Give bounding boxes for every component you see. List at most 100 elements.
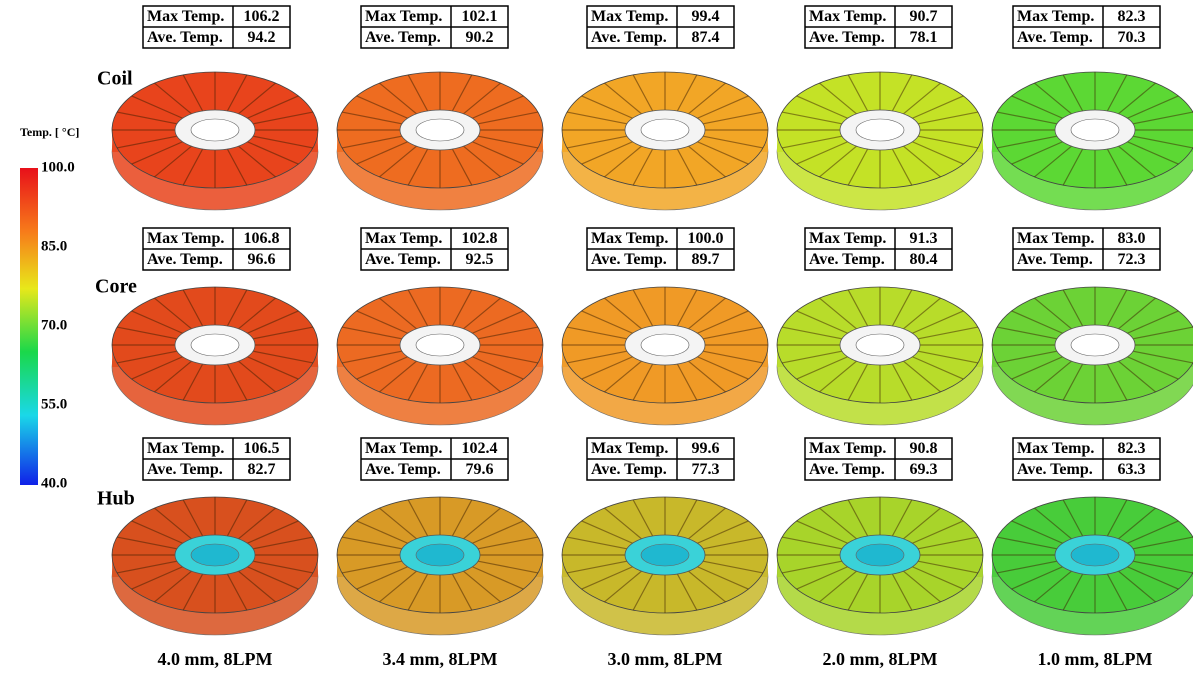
ave-temp-value: 92.5 [466, 251, 494, 268]
max-temp-value: 82.3 [1118, 8, 1146, 25]
render-part [154, 145, 192, 178]
render-part [903, 507, 941, 540]
render-part [238, 570, 276, 603]
render-part [238, 82, 276, 115]
render-part [1011, 95, 1063, 119]
colorbar-tick: 85.0 [41, 238, 67, 254]
max-temp-value: 90.7 [910, 8, 938, 25]
render-part [781, 326, 843, 340]
render-part [356, 520, 408, 544]
render-part [912, 310, 964, 334]
render-part [131, 356, 183, 380]
render-part [891, 363, 913, 401]
render-part [226, 573, 248, 611]
render-part [1118, 570, 1156, 603]
render-part [819, 360, 857, 393]
render-part [154, 360, 192, 393]
render-part [632, 363, 654, 401]
render-part [154, 82, 192, 115]
render-part [238, 507, 276, 540]
ave-temp-value: 72.3 [1118, 251, 1146, 268]
max-temp-value: 91.3 [910, 230, 938, 247]
render-part [1034, 145, 1072, 178]
render-part [903, 570, 941, 603]
render-part [1070, 333, 1120, 357]
render-part [407, 573, 429, 611]
render-part [1127, 310, 1179, 334]
render-part [632, 499, 654, 537]
render-part [1106, 573, 1128, 611]
render-part [154, 570, 192, 603]
render-part [676, 363, 698, 401]
render-part [1118, 82, 1156, 115]
render-part [566, 135, 628, 149]
max-temp-label: Max Temp. [591, 8, 668, 25]
render-part [702, 350, 764, 364]
max-temp-value: 83.0 [1118, 230, 1146, 247]
render-part [819, 507, 857, 540]
render-part [912, 520, 964, 544]
max-temp-label: Max Temp. [1017, 230, 1094, 247]
ave-temp-value: 80.4 [910, 251, 938, 268]
simulation-render [991, 496, 1193, 636]
render-part [1011, 141, 1063, 165]
render-part [847, 363, 869, 401]
max-temp-value: 99.4 [692, 8, 720, 25]
render-part [819, 82, 857, 115]
render-part [182, 573, 204, 611]
render-part [1106, 499, 1128, 537]
render-part [632, 74, 654, 112]
render-part [1132, 536, 1193, 550]
render-part [903, 82, 941, 115]
render-part [131, 141, 183, 165]
render-part [1062, 74, 1084, 112]
render-part [226, 148, 248, 186]
render-part [451, 148, 473, 186]
render-part [855, 333, 905, 357]
max-temp-label: Max Temp. [1017, 8, 1094, 25]
render-part [847, 74, 869, 112]
render-part [463, 297, 501, 330]
ave-temp-value: 96.6 [248, 251, 276, 268]
render-part [463, 507, 501, 540]
render-part [676, 74, 698, 112]
max-temp-value: 102.8 [462, 230, 498, 247]
render-part [1132, 350, 1193, 364]
ave-temp-label: Ave. Temp. [809, 251, 885, 268]
render-part [341, 135, 403, 149]
render-part [781, 350, 843, 364]
render-part [581, 520, 633, 544]
render-part [463, 145, 501, 178]
render-part [238, 360, 276, 393]
render-part [996, 560, 1058, 574]
ave-temp-value: 69.3 [910, 461, 938, 478]
render-part [996, 111, 1058, 125]
render-part [1034, 507, 1072, 540]
render-part [1132, 560, 1193, 574]
ave-temp-label: Ave. Temp. [365, 251, 441, 268]
render-part [477, 111, 539, 125]
render-part [451, 573, 473, 611]
render-part [912, 141, 964, 165]
max-temp-value: 90.8 [910, 440, 938, 457]
render-part [581, 356, 633, 380]
render-part [247, 566, 299, 590]
render-part [566, 560, 628, 574]
render-part [247, 141, 299, 165]
ave-temp-label: Ave. Temp. [147, 461, 223, 478]
render-part [917, 560, 979, 574]
render-part [566, 326, 628, 340]
render-part [581, 141, 633, 165]
ave-temp-value: 82.7 [248, 461, 276, 478]
render-part [252, 135, 314, 149]
render-part [379, 82, 417, 115]
render-part [1118, 507, 1156, 540]
render-part [676, 289, 698, 327]
render-part [341, 560, 403, 574]
render-part [697, 310, 749, 334]
simulation-render [561, 71, 769, 211]
render-part [604, 507, 642, 540]
render-part [891, 148, 913, 186]
render-part [190, 118, 240, 142]
render-part [252, 560, 314, 574]
